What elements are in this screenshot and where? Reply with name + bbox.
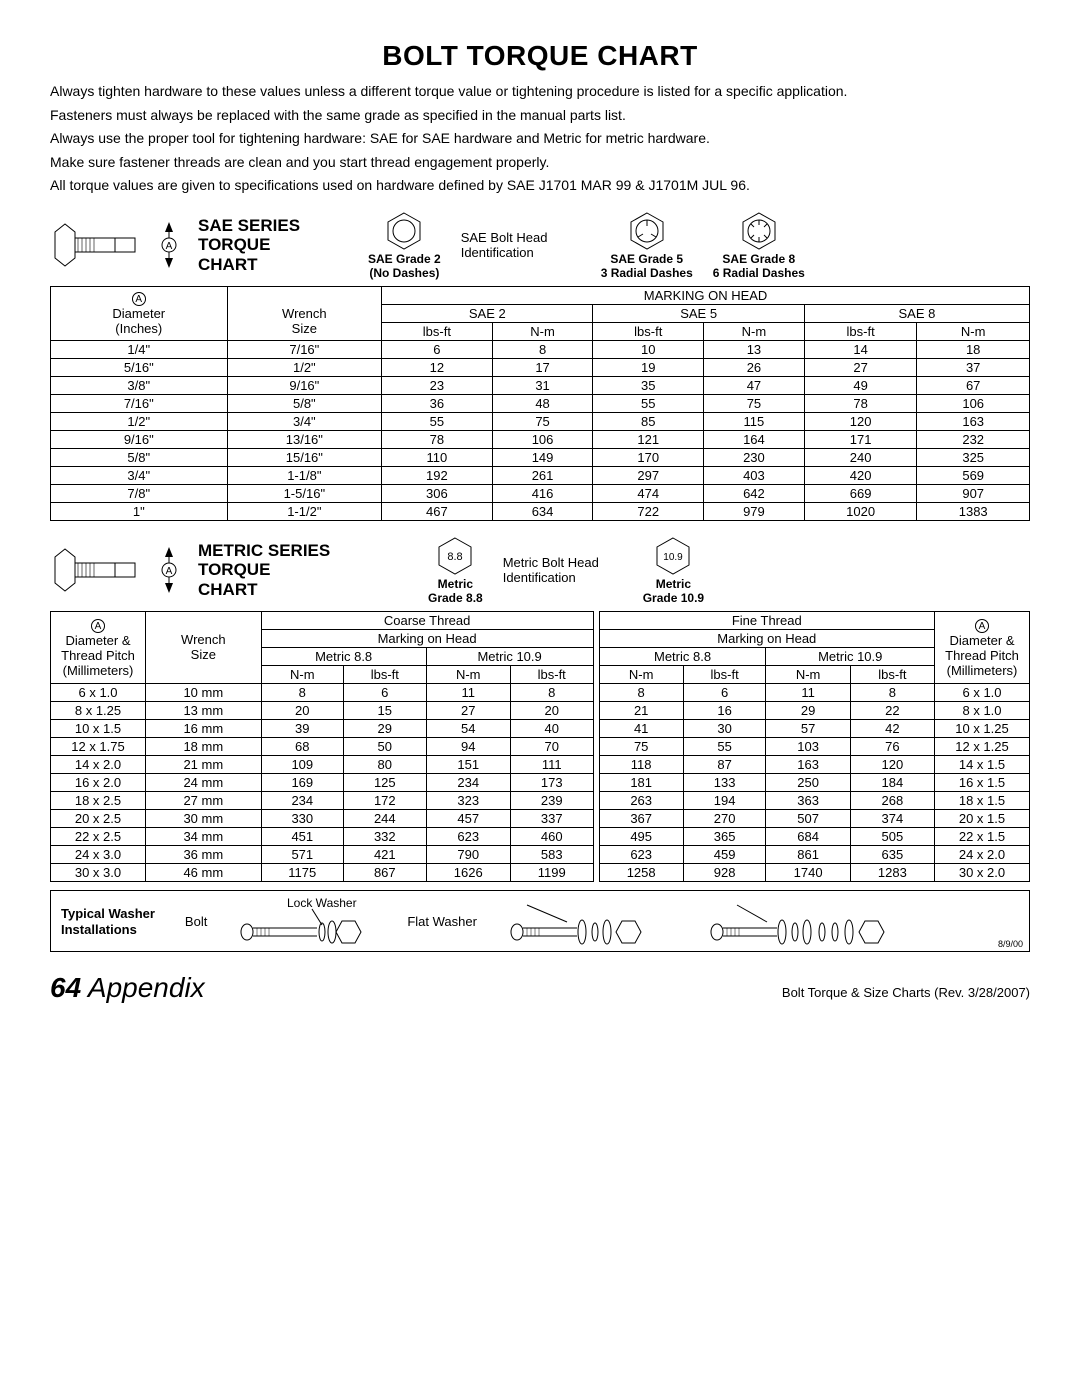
dimension-arrow-icon: A — [160, 545, 178, 595]
table-row: 24 x 3.036 mm57142179058362345986163524 … — [51, 845, 1030, 863]
table-row: 20 x 2.530 mm33024445733736727050737420 … — [51, 809, 1030, 827]
sae-title-1: SAE SERIES — [198, 216, 348, 236]
svg-text:8.8: 8.8 — [448, 551, 463, 563]
hex-grade5-icon — [626, 210, 668, 252]
intro-p1: Always tighten hardware to these values … — [50, 82, 1030, 102]
sae-title-2: TORQUE — [198, 235, 348, 255]
sae-id-text: SAE Bolt Head Identification — [461, 230, 581, 260]
sae-g5-label: SAE Grade 5 — [610, 252, 683, 266]
washer-box: Typical Washer Installations Bolt Lock W… — [50, 890, 1030, 952]
table-row: 12 x 1.7518 mm6850947075551037612 x 1.25 — [51, 737, 1030, 755]
table-row: 6 x 1.010 mm86118861186 x 1.0 — [51, 683, 1030, 701]
revision-text: Bolt Torque & Size Charts (Rev. 3/28/200… — [782, 985, 1030, 1000]
washer-flat-label: Flat Washer — [407, 914, 477, 929]
table-row: 1"1-1/2"46763472297910201383 — [51, 502, 1030, 520]
metric-table: ADiameter &Thread Pitch(Millimeters) Wre… — [50, 611, 1030, 882]
metric-id-text: Metric Bolt Head Identification — [503, 555, 623, 585]
table-row: 5/8"15/16"110149170230240325 — [51, 448, 1030, 466]
table-row: 9/16"13/16"78106121164171232 — [51, 430, 1030, 448]
svg-text:10.9: 10.9 — [664, 552, 684, 563]
metric-header: A METRIC SERIES TORQUE CHART 8.8 Metric … — [50, 535, 1030, 605]
washer-assembly-2-icon — [507, 897, 677, 947]
washer-title-2: Installations — [61, 922, 155, 938]
table-row: 1/2"3/4"557585115120163 — [51, 412, 1030, 430]
svg-text:Lock Washer: Lock Washer — [287, 897, 357, 910]
metric-g109-sub: Grade 10.9 — [643, 591, 704, 605]
washer-date: 8/9/00 — [998, 939, 1023, 949]
washer-bolt-label: Bolt — [185, 914, 207, 929]
sae-g8-sub: 6 Radial Dashes — [713, 266, 805, 280]
sae-g2-label: SAE Grade 2 — [368, 252, 441, 266]
washer-assembly-1-icon: Lock Washer — [237, 897, 377, 947]
sae-g2-sub: (No Dashes) — [369, 266, 439, 280]
metric-g88-sub: Grade 8.8 — [428, 591, 483, 605]
metric-title-2: TORQUE — [198, 560, 348, 580]
sae-header: A SAE SERIES TORQUE CHART SAE Grade 2 (N… — [50, 210, 1030, 280]
metric-g109-label: Metric — [656, 577, 691, 591]
hex-grade88-icon: 8.8 — [434, 535, 476, 577]
sae-table: ADiameter(Inches) WrenchSize MARKING ON … — [50, 286, 1030, 521]
table-row: 22 x 2.534 mm45133262346049536568450522 … — [51, 827, 1030, 845]
table-row: 3/4"1-1/8"192261297403420569 — [51, 466, 1030, 484]
page-footer: 64 Appendix Bolt Torque & Size Charts (R… — [50, 972, 1030, 1004]
svg-text:A: A — [166, 241, 173, 252]
intro-p4: Make sure fastener threads are clean and… — [50, 153, 1030, 173]
table-row: 10 x 1.516 mm392954404130574210 x 1.25 — [51, 719, 1030, 737]
section-name: Appendix — [88, 972, 205, 1003]
metric-g88-label: Metric — [438, 577, 473, 591]
hex-grade2-icon — [383, 210, 425, 252]
table-row: 8 x 1.2513 mm20152720211629228 x 1.0 — [51, 701, 1030, 719]
intro-p2: Fasteners must always be replaced with t… — [50, 106, 1030, 126]
table-row: 7/8"1-5/16"306416474642669907 — [51, 484, 1030, 502]
table-row: 18 x 2.527 mm23417232323926319436326818 … — [51, 791, 1030, 809]
intro-p3: Always use the proper tool for tightenin… — [50, 129, 1030, 149]
hex-grade109-icon: 10.9 — [652, 535, 694, 577]
bolt-icon — [50, 545, 140, 595]
intro-p5: All torque values are given to specifica… — [50, 176, 1030, 196]
svg-text:A: A — [166, 566, 173, 577]
metric-title-1: METRIC SERIES — [198, 541, 348, 561]
sae-g8-label: SAE Grade 8 — [722, 252, 795, 266]
sae-g5-sub: 3 Radial Dashes — [601, 266, 693, 280]
table-row: 7/16"5/8"3648557578106 — [51, 394, 1030, 412]
table-row: 14 x 2.021 mm109801511111188716312014 x … — [51, 755, 1030, 773]
table-row: 30 x 3.046 mm117586716261199125892817401… — [51, 863, 1030, 881]
table-row: 5/16"1/2"121719262737 — [51, 358, 1030, 376]
table-row: 3/8"9/16"233135474967 — [51, 376, 1030, 394]
metric-title-3: CHART — [198, 580, 348, 600]
washer-title-1: Typical Washer — [61, 906, 155, 922]
hex-grade8-icon — [738, 210, 780, 252]
page-title: BOLT TORQUE CHART — [50, 40, 1030, 72]
sae-title-3: CHART — [198, 255, 348, 275]
bolt-icon — [50, 220, 140, 270]
dimension-arrow-icon: A — [160, 220, 178, 270]
table-row: 16 x 2.024 mm16912523417318113325018416 … — [51, 773, 1030, 791]
table-row: 1/4"7/16"6810131418 — [51, 340, 1030, 358]
washer-assembly-3-icon — [707, 897, 917, 947]
page-number: 64 — [50, 972, 81, 1003]
